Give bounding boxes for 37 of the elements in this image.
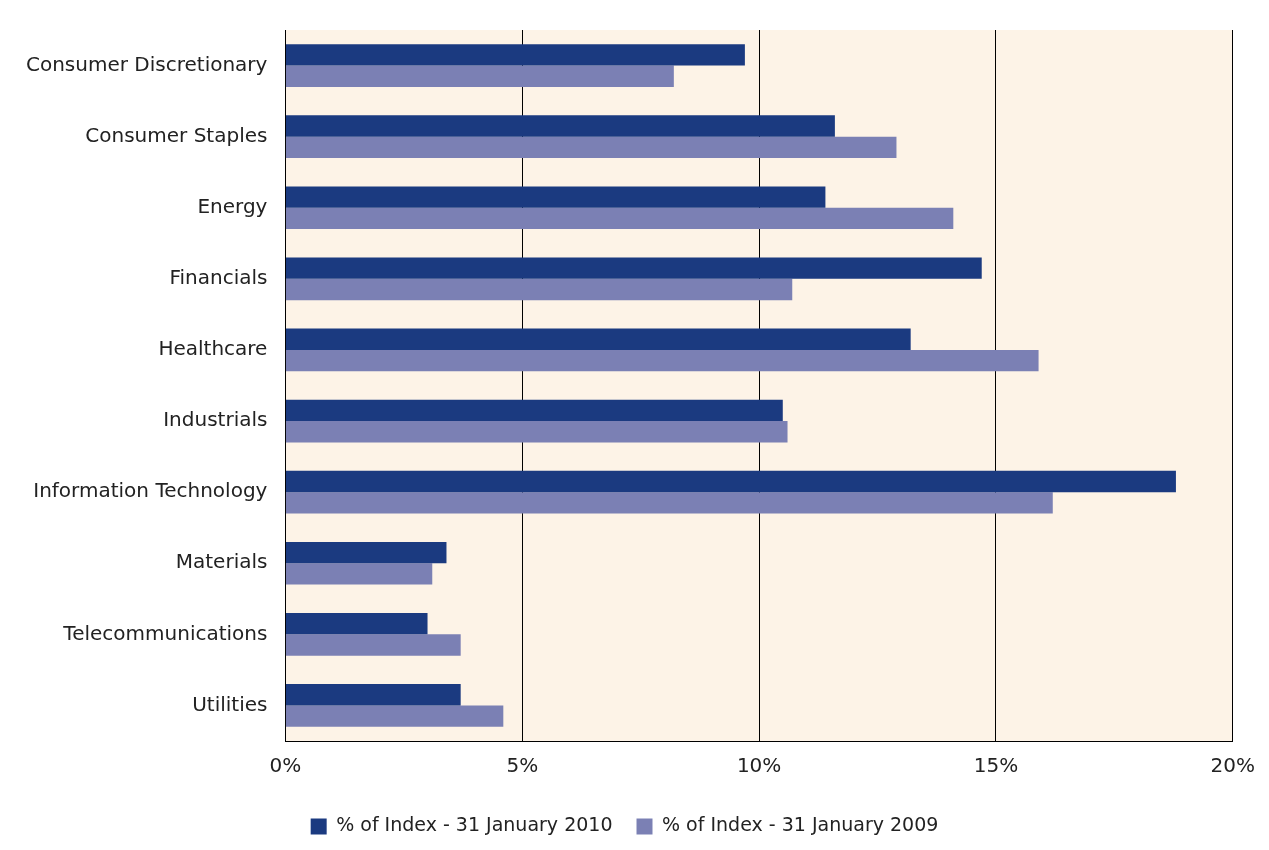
y-tick-label: Industrials	[163, 407, 268, 432]
x-tick-label: 20%	[1210, 753, 1255, 778]
y-tick-label: Utilities	[192, 691, 268, 716]
bar	[285, 207, 954, 230]
y-tick-label: Energy	[197, 193, 268, 218]
x-tick-label: 15%	[973, 753, 1019, 778]
bar	[285, 563, 433, 585]
x-tick-label: 5%	[506, 753, 539, 778]
bar	[285, 328, 911, 350]
bar	[285, 492, 1053, 514]
bar	[285, 65, 674, 87]
y-tick-label: Materials	[175, 549, 268, 574]
y-tick-label: Consumer Discretionary	[25, 51, 268, 76]
bar	[285, 278, 793, 301]
y-tick-label: Consumer Staples	[85, 122, 268, 147]
bar	[285, 136, 897, 158]
legend-label: % of Index - 31 January 2010	[336, 813, 613, 836]
bar	[285, 634, 461, 656]
bar	[285, 399, 783, 422]
bar	[285, 541, 447, 564]
bar	[285, 186, 826, 208]
y-tick-label: Financials	[169, 265, 268, 290]
bar	[285, 349, 1039, 372]
bar	[285, 684, 461, 706]
bar	[285, 470, 1176, 493]
y-tick-label: Healthcare	[158, 336, 268, 361]
bar	[285, 115, 835, 137]
bar	[285, 44, 745, 66]
y-tick-label: Information Technology	[33, 478, 268, 503]
bar	[285, 257, 982, 279]
bar	[285, 705, 504, 727]
bar	[285, 613, 428, 635]
bar	[285, 421, 788, 443]
y-tick-label: Telecommunications	[62, 620, 268, 645]
legend-label: % of Index - 31 January 2009	[662, 813, 939, 836]
x-tick-label: 0%	[269, 753, 302, 778]
x-tick-label: 10%	[736, 753, 782, 778]
